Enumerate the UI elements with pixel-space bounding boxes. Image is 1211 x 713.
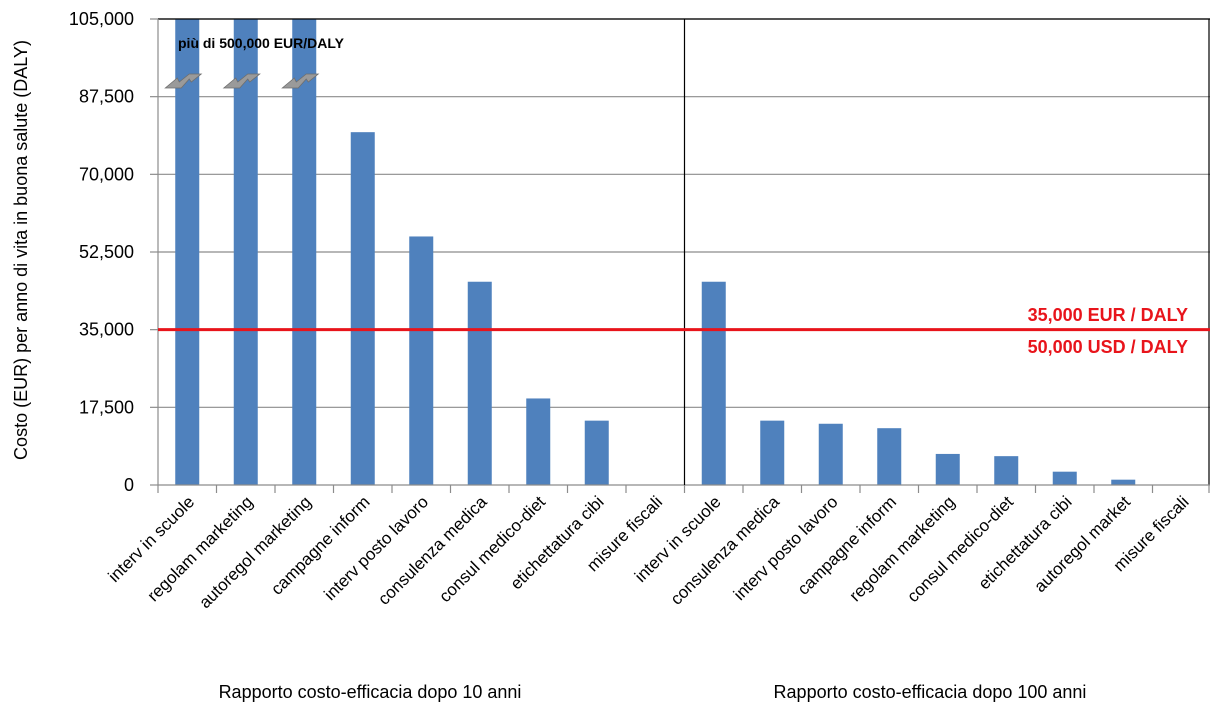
break-markers [164,73,320,89]
break-marker [281,73,320,89]
bar [584,420,609,485]
bar [350,132,375,485]
bar [292,19,317,485]
bar [467,281,492,485]
y-tick-label: 70,000 [79,164,134,184]
bar [760,420,785,485]
bar [818,423,843,485]
bar [994,456,1019,485]
category-label: interv posto lavoro [730,492,842,604]
x-axis-title-10y: Rapporto costo-efficacia dopo 10 anni [219,682,522,702]
category-label: consulenza medica [667,492,784,609]
category-label: regolam marketing [144,492,257,605]
y-tick-label: 87,500 [79,87,134,107]
x-axis-title-100y: Rapporto costo-efficacia dopo 100 anni [774,682,1087,702]
threshold-label-eur: 35,000 EUR / DALY [1028,305,1188,325]
break-marker [222,73,261,89]
bar [935,453,960,485]
bar [701,281,726,485]
category-label: consul medico-diet [435,492,549,606]
y-tick-labels: 0 17,500 35,000 52,500 70,000 87,500 105,000 [69,9,158,495]
break-marker [164,73,203,89]
category-label: campagne inform [794,492,900,598]
category-label: interv posto lavoro [320,492,432,604]
y-axis-title: Costo (EUR) per anno di vita in buona sa… [11,40,31,460]
category-label: consulenza medica [374,492,491,609]
bar [1111,479,1136,485]
y-tick-label: 105,000 [69,9,134,29]
y-tick-label: 17,500 [79,397,134,417]
bar [233,19,258,485]
bar [526,398,551,485]
threshold-label-usd: 50,000 USD / DALY [1028,337,1188,357]
y-tick-label: 0 [124,475,134,495]
bar [877,428,902,485]
truncation-note: più di 500,000 EUR/DALY [178,35,345,51]
category-label: regolam marketing [846,492,959,605]
bar [409,236,434,485]
y-tick-label: 35,000 [79,320,134,340]
category-label: consul medico-diet [903,492,1017,606]
y-tick-label: 52,500 [79,242,134,262]
category-label: autoregol marketing [195,492,315,612]
category-label: campagne inform [267,492,373,598]
bars [175,19,1136,485]
bar [1052,471,1077,485]
bar [175,19,200,485]
